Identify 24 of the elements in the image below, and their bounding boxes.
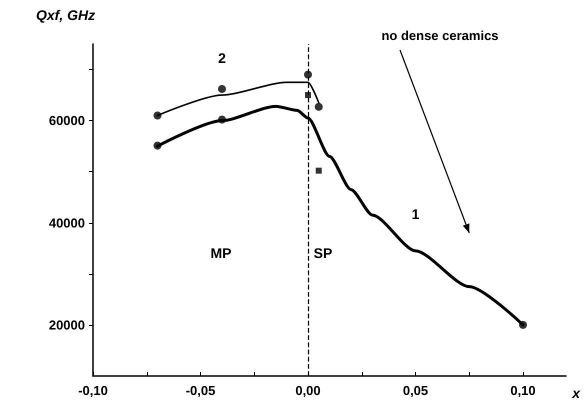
annotation: SP bbox=[314, 245, 332, 261]
x-tick-label: -0,05 bbox=[186, 383, 216, 398]
text: no dense ceramics bbox=[381, 28, 499, 43]
x-tick-label: -0,10 bbox=[78, 383, 108, 398]
point bbox=[519, 320, 527, 329]
x-tick-label: 0,00 bbox=[295, 383, 321, 398]
text: 2 bbox=[218, 50, 226, 66]
y-axis-title: Qxf, GHz bbox=[36, 7, 96, 23]
point bbox=[304, 70, 312, 79]
point bbox=[218, 116, 226, 124]
point bbox=[305, 92, 311, 98]
point bbox=[314, 102, 323, 111]
annotation: MP bbox=[210, 245, 232, 261]
point bbox=[316, 168, 322, 174]
y-tick-label: 40000 bbox=[48, 215, 85, 230]
x-axis-title: x bbox=[571, 385, 582, 401]
point bbox=[218, 84, 226, 93]
x-tick-label: 0,05 bbox=[402, 383, 428, 398]
point bbox=[154, 142, 162, 150]
series-label: 1 bbox=[412, 206, 420, 222]
y-tick-label: 20000 bbox=[48, 317, 85, 332]
x-tick-label: 0,10 bbox=[510, 383, 536, 398]
point bbox=[154, 112, 162, 120]
y-tick-label: 60000 bbox=[48, 113, 85, 128]
